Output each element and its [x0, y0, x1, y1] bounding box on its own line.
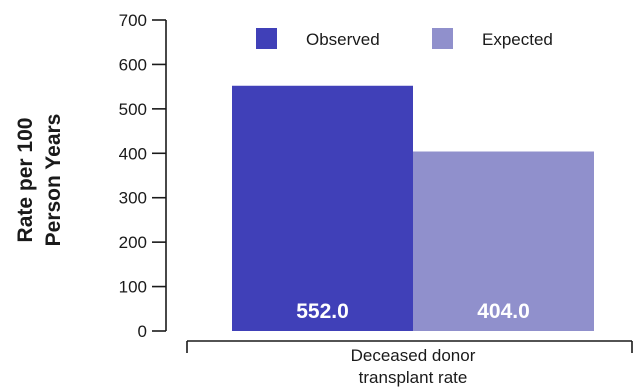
y-tick-label: 600 [119, 55, 147, 74]
data-label-observed: 552.0 [296, 300, 349, 323]
y-tick-label: 200 [119, 233, 147, 252]
y-tick-label: 500 [119, 100, 147, 119]
y-tick-label: 0 [138, 322, 147, 341]
y-axis: 0 100 200 300 400 500 600 700 [119, 11, 167, 341]
x-category-label: Deceased donor [351, 346, 476, 365]
bars [232, 85, 594, 331]
legend-swatch-expected [432, 28, 453, 49]
x-axis: Deceased donor transplant rate [186, 340, 633, 387]
x-category-label: transplant rate [359, 368, 468, 387]
legend: Observed Expected [256, 28, 553, 49]
y-tick-label: 400 [119, 144, 147, 163]
y-tick-label: 700 [119, 11, 147, 30]
legend-label-expected: Expected [482, 30, 553, 49]
legend-swatch-observed [256, 28, 277, 49]
data-labels: 552.0 404.0 [296, 300, 530, 323]
y-axis-title-line-1: Rate per 100 [14, 118, 37, 243]
bar-observed [232, 85, 413, 331]
legend-label-observed: Observed [306, 30, 380, 49]
data-label-expected: 404.0 [477, 300, 530, 323]
y-axis-title-line-2: Person Years [42, 114, 65, 247]
bar-expected [413, 151, 594, 331]
y-tick-label: 100 [119, 278, 147, 297]
y-tick-label: 300 [119, 189, 147, 208]
y-axis-title: Rate per 100 Person Years [14, 114, 65, 247]
